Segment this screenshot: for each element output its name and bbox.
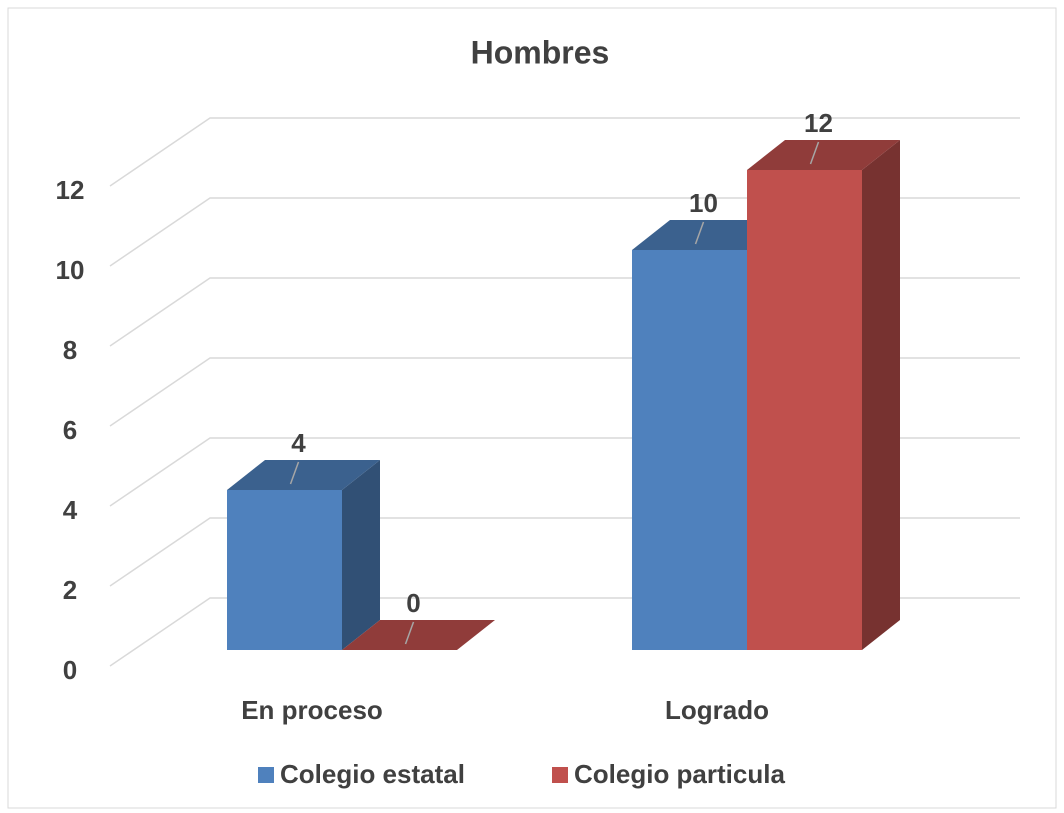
y-tick-label: 2	[63, 575, 77, 605]
leader-line	[289, 461, 300, 485]
legend-label: Colegio estatal	[280, 759, 465, 789]
leader-line	[809, 141, 820, 165]
bar-top	[342, 620, 495, 650]
y-tick-label: 6	[63, 415, 77, 445]
bar-side	[342, 460, 380, 650]
x-tick-label: Logrado	[665, 695, 769, 725]
y-tick-label: 0	[63, 655, 77, 685]
y-tick-label: 4	[63, 495, 78, 525]
chart-title: Hombres	[471, 34, 610, 70]
legend-swatch	[258, 767, 274, 783]
data-label: 12	[804, 108, 833, 138]
leader-line	[694, 221, 705, 245]
y-tick-label: 8	[63, 335, 77, 365]
bar	[342, 620, 495, 650]
bar-side	[862, 140, 900, 650]
bar	[227, 460, 380, 650]
y-tick-label: 10	[56, 255, 85, 285]
data-label: 10	[689, 188, 718, 218]
leader-line	[404, 621, 415, 645]
bar-top	[632, 220, 785, 250]
legend-label: Colegio particula	[574, 759, 785, 789]
data-label: 0	[406, 588, 420, 618]
bar-front	[747, 170, 862, 650]
bar-front	[632, 250, 747, 650]
y-tick-label: 12	[56, 175, 85, 205]
grid-line	[109, 117, 1020, 187]
bar-front	[227, 490, 342, 650]
bar	[747, 140, 900, 650]
bar-top	[747, 140, 900, 170]
data-label: 4	[291, 428, 306, 458]
bar-top	[227, 460, 380, 490]
x-tick-label: En proceso	[241, 695, 383, 725]
legend-swatch	[552, 767, 568, 783]
